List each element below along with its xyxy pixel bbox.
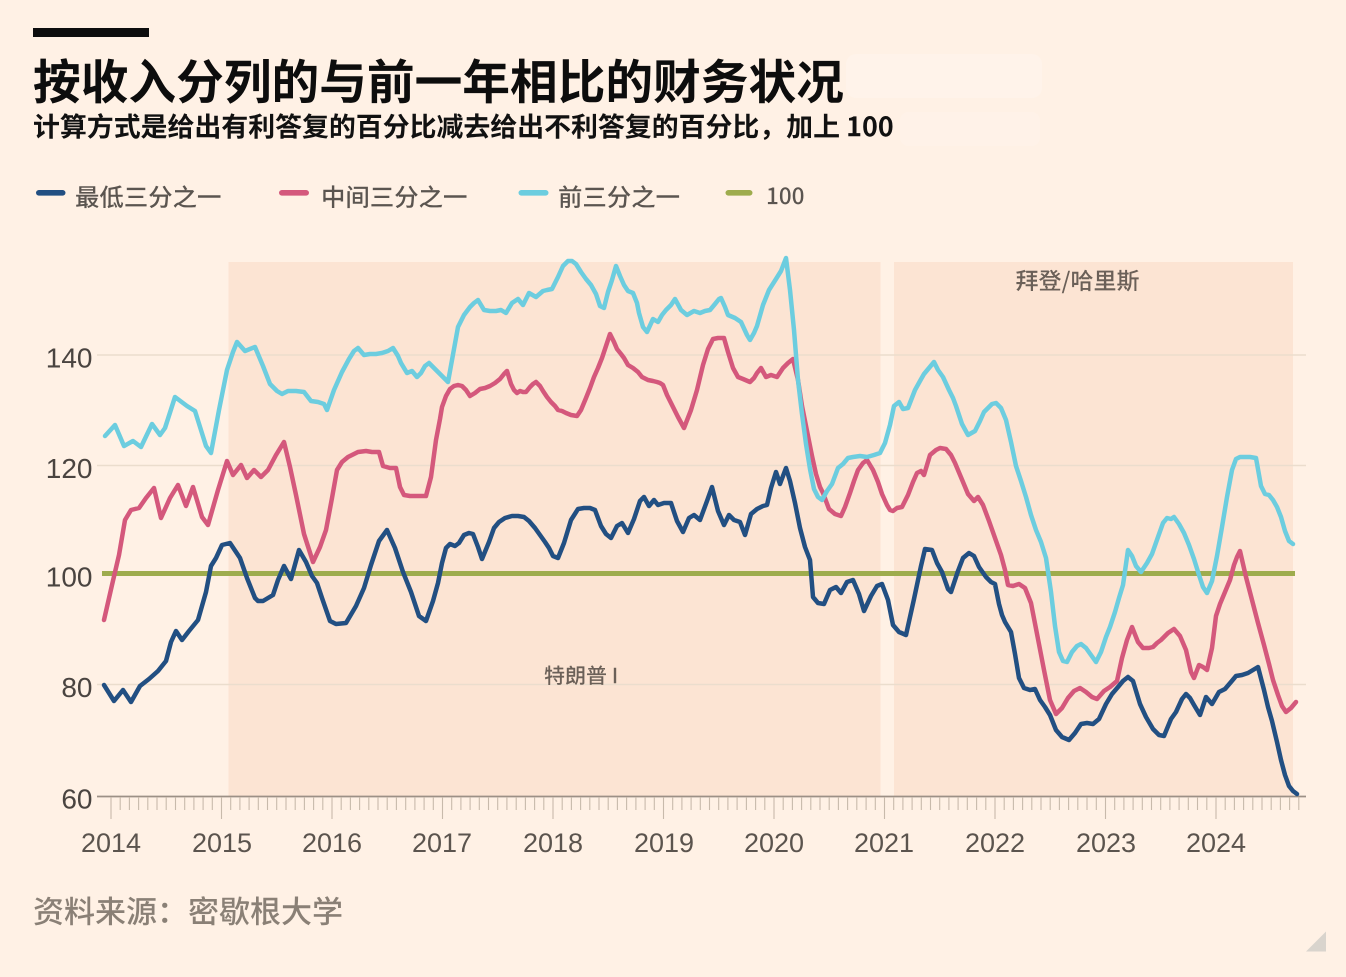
svg-text:2020: 2020 <box>744 828 804 858</box>
svg-text:2023: 2023 <box>1076 828 1136 858</box>
svg-text:2019: 2019 <box>634 828 694 858</box>
svg-text:2016: 2016 <box>302 828 362 858</box>
svg-text:2024: 2024 <box>1186 828 1246 858</box>
svg-text:100: 100 <box>46 562 93 593</box>
svg-text:140: 140 <box>46 343 93 374</box>
svg-text:2014: 2014 <box>81 828 141 858</box>
svg-text:2017: 2017 <box>412 828 472 858</box>
svg-text:2022: 2022 <box>965 828 1025 858</box>
svg-text:80: 80 <box>61 672 92 703</box>
svg-text:2021: 2021 <box>854 828 914 858</box>
svg-text:2018: 2018 <box>523 828 583 858</box>
svg-text:120: 120 <box>46 453 93 484</box>
svg-text:2015: 2015 <box>192 828 252 858</box>
svg-text:60: 60 <box>61 784 92 815</box>
